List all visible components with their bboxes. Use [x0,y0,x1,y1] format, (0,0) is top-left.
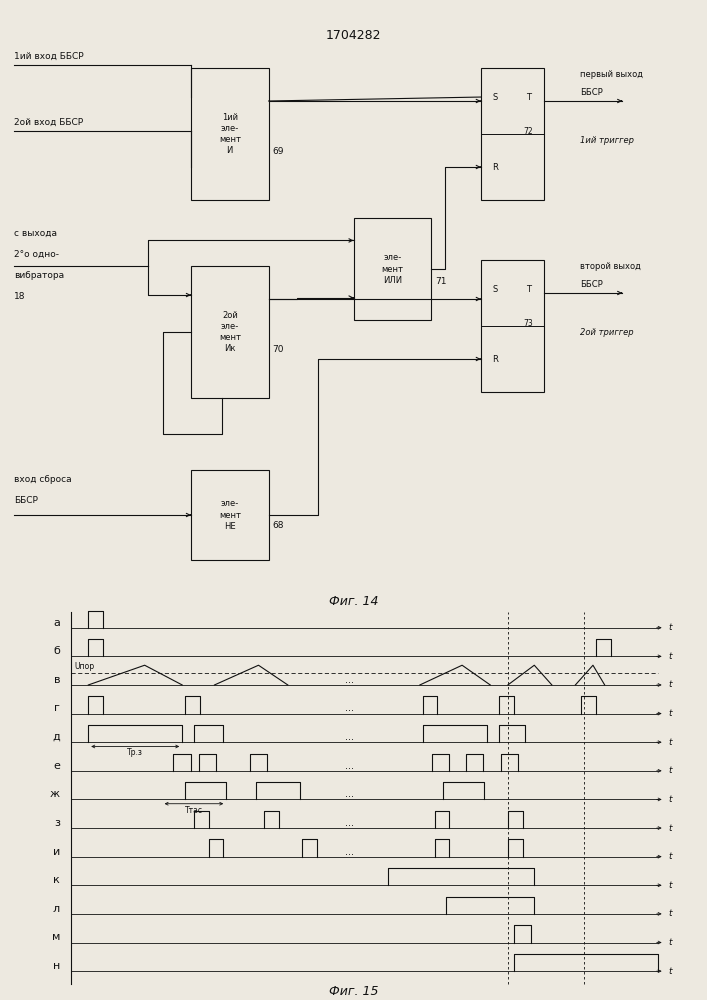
Text: 2ой вход ББСР: 2ой вход ББСР [14,118,83,127]
Text: Тр.з: Тр.з [127,748,144,757]
Bar [191,68,269,200]
Text: 1ий вход ББСР: 1ий вход ББСР [14,52,83,61]
Text: ББСР: ББСР [580,280,602,289]
Text: t: t [668,652,672,661]
Text: 1704282: 1704282 [326,29,381,42]
Text: и: и [53,847,60,857]
Text: t: t [668,824,672,833]
Text: 2°о одно-: 2°о одно- [14,250,59,259]
Text: t: t [668,795,672,804]
Text: н: н [53,961,60,971]
Text: 2ой
эле-
мент
Ик: 2ой эле- мент Ик [218,311,241,353]
Text: 2ой триггер: 2ой триггер [580,328,633,337]
Text: t: t [668,967,672,976]
Text: 68: 68 [272,522,284,530]
Text: Фиг. 14: Фиг. 14 [329,595,378,608]
Text: первый выход: первый выход [580,70,643,79]
Text: t: t [668,852,672,861]
Text: S: S [492,93,498,102]
Text: ...: ... [345,703,354,713]
Text: R: R [492,355,498,363]
Text: ББСР: ББСР [14,496,38,505]
Bar [191,470,269,560]
Text: ...: ... [345,761,354,771]
Text: 73: 73 [524,319,533,328]
Text: 70: 70 [272,345,284,354]
Text: эле-
мент
НЕ: эле- мент НЕ [218,499,241,531]
Text: t: t [668,909,672,918]
Text: t: t [668,881,672,890]
Text: ...: ... [345,847,354,857]
Bar [191,266,269,398]
Text: S: S [492,285,498,294]
Text: в: в [54,675,60,685]
Text: t: t [668,709,672,718]
Text: д: д [52,732,60,742]
Text: ...: ... [345,675,354,685]
Text: ж: ж [50,789,60,799]
Text: м: м [52,932,60,942]
Text: Фиг. 15: Фиг. 15 [329,985,378,998]
Text: л: л [53,904,60,914]
Text: второй выход: второй выход [580,262,641,271]
Text: 72: 72 [524,127,533,136]
Bar [481,260,544,392]
Text: 18: 18 [14,292,25,301]
Text: 71: 71 [435,277,446,286]
Text: ...: ... [345,789,354,799]
Text: t: t [668,623,672,632]
Text: з: з [54,818,60,828]
Text: ...: ... [345,732,354,742]
Text: а: а [53,618,60,628]
Text: к: к [53,875,60,885]
Text: 69: 69 [272,147,284,156]
Text: эле-
мент
ИЛИ: эле- мент ИЛИ [381,253,404,285]
Text: t: t [668,680,672,689]
Bar [354,218,431,320]
Text: 1ий триггер: 1ий триггер [580,136,633,145]
Bar [481,68,544,200]
Text: б: б [53,646,60,656]
Text: Uпор: Uпор [74,662,94,671]
Text: t: t [668,938,672,947]
Text: ...: ... [345,818,354,828]
Text: t: t [668,766,672,775]
Text: вход сброса: вход сброса [14,475,72,484]
Text: t: t [668,738,672,747]
Text: с выхода: с выхода [14,229,57,238]
Text: R: R [492,162,498,172]
Text: е: е [53,761,60,771]
Text: 1ий
эле-
мент
И: 1ий эле- мент И [218,113,241,155]
Text: вибратора: вибратора [14,271,64,280]
Text: ББСР: ББСР [580,88,602,97]
Text: T: T [526,285,531,294]
Text: г: г [54,703,60,713]
Text: Ттас: Ттас [185,806,203,815]
Text: T: T [526,93,531,102]
